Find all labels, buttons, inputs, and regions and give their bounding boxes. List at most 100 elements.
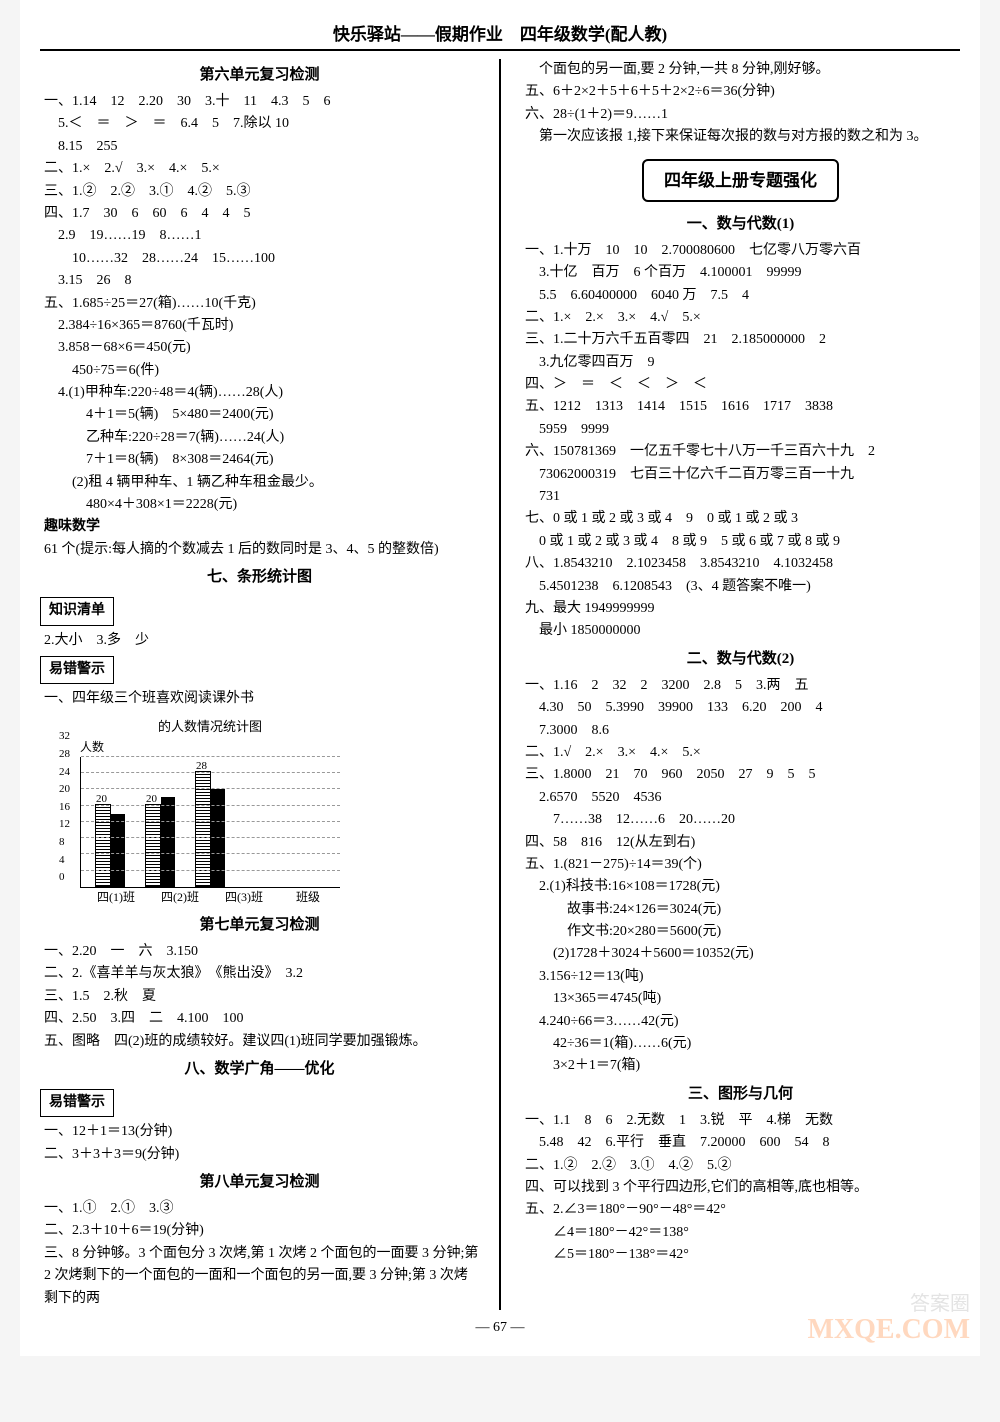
text-line: 六、150781369 一亿五千零七十八万一千三百六十九 2 — [521, 441, 960, 463]
text-line: 5.4501238 6.1208543 (3、4 题答案不唯一) — [521, 576, 960, 598]
xlabel: 四(3)班 — [212, 888, 276, 907]
text-line: 一、1.1 8 6 2.无数 1 3.锐 平 4.梯 无数 — [521, 1110, 960, 1132]
text-line: 乙种车:220÷28＝7(辆)……24(人) — [40, 427, 479, 449]
text-line: (2)租 4 辆甲种车、1 辆乙种车租金最少。 — [40, 472, 479, 494]
chart-ylabel: 人数 — [80, 738, 340, 757]
ytick: 28 — [59, 746, 70, 764]
bar-group-1: 20 — [95, 804, 125, 887]
left-column: 第六单元复习检测 一、1.14 12 2.20 30 3.十 11 4.3 5 … — [40, 59, 479, 1310]
text-line: 8.15 255 — [40, 136, 479, 158]
ytick: 24 — [59, 764, 70, 782]
text-line: ∠5＝180°－138°＝42° — [521, 1244, 960, 1266]
text-line: 五、2.∠3＝180°－90°－48°＝42° — [521, 1199, 960, 1221]
text-line: 480×4＋308×1＝2228(元) — [40, 494, 479, 516]
ytick: 0 — [59, 869, 70, 887]
text-line: 3×2＋1＝7(箱) — [521, 1055, 960, 1077]
knowledge-body: 2.大小 3.多 少 — [40, 630, 479, 652]
page: 快乐驿站——假期作业 四年级数学(配人教) 第六单元复习检测 一、1.14 12… — [20, 0, 980, 1356]
text-line: 二、1.× 2.× 3.× 4.√ 5.× — [521, 307, 960, 329]
text-line: 四、58 816 12(从左到右) — [521, 832, 960, 854]
text-line: 3.15 26 8 — [40, 270, 479, 292]
text-line: 八、1.8543210 2.1023458 3.8543210 4.103245… — [521, 553, 960, 575]
column-divider — [499, 59, 501, 1310]
xlabel: 四(2)班 — [148, 888, 212, 907]
text-line: 四、2.50 3.四 二 4.100 100 — [40, 1008, 479, 1030]
warn-line: 一、四年级三个班喜欢阅读课外书 — [40, 688, 479, 710]
ytick: 8 — [59, 834, 70, 852]
text-line: 2.9 19……19 8……1 — [40, 225, 479, 247]
text-line: 42÷36＝1(箱)……6(元) — [521, 1033, 960, 1055]
text-line: 7……38 12……6 20……20 — [521, 809, 960, 831]
text-line: 3.九亿零四百万 9 — [521, 352, 960, 374]
text-line: 5959 9999 — [521, 419, 960, 441]
text-line: 4.240÷66＝3……42(元) — [521, 1011, 960, 1033]
text-line: 7＋1＝8(辆) 8×308＝2464(元) — [40, 449, 479, 471]
text-line: 2.6570 5520 4536 — [521, 787, 960, 809]
page-header: 快乐驿站——假期作业 四年级数学(配人教) — [40, 20, 960, 51]
section3-title: 三、图形与几何 — [521, 1082, 960, 1106]
bar-b — [161, 797, 175, 886]
bar-group-2: 20 — [145, 797, 175, 886]
text-line: 最小 1850000000 — [521, 620, 960, 642]
text-line: 7.3000 8.6 — [521, 720, 960, 742]
text-line: 10……32 28……24 15……100 — [40, 248, 479, 270]
text-line: 73062000319 七百三十亿六千二百万零三百一十九 — [521, 464, 960, 486]
text-line: 三、8 分钟够。3 个面包分 3 次烤,第 1 次烤 2 个面包的一面要 3 分… — [40, 1243, 479, 1310]
bar-chart: 的人数情况统计图 人数 0 4 8 12 16 20 24 28 32 — [80, 717, 340, 907]
text-line: 五、1.685÷25＝27(箱)……10(千克) — [40, 293, 479, 315]
text-line: 第一次应该报 1,接下来保证每次报的数与对方报的数之和为 3。 — [521, 126, 960, 148]
two-columns: 第六单元复习检测 一、1.14 12 2.20 30 3.十 11 4.3 5 … — [40, 59, 960, 1310]
text-line: 二、1.√ 2.× 3.× 4.× 5.× — [521, 742, 960, 764]
text-line: 一、2.20 一 六 3.150 — [40, 941, 479, 963]
xlabel: 四(1)班 — [84, 888, 148, 907]
topic-box: 四年级上册专题强化 — [642, 159, 839, 202]
section1-title: 一、数与代数(1) — [521, 212, 960, 236]
unit6-body: 一、1.14 12 2.20 30 3.十 11 4.3 5 6 5.＜ ＝ ＞… — [40, 91, 479, 516]
unit7-title: 七、条形统计图 — [40, 565, 479, 589]
text-line: 三、1.5 2.秋 夏 — [40, 986, 479, 1008]
text-line: 一、1.14 12 2.20 30 3.十 11 4.3 5 6 — [40, 91, 479, 113]
text-line: 三、1.8000 21 70 960 2050 27 9 5 5 — [521, 764, 960, 786]
chart-area: 0 4 8 12 16 20 24 28 32 20 — [80, 757, 340, 888]
text-line: 731 — [521, 486, 960, 508]
text-line: 4.30 50 5.3990 39900 133 6.20 200 4 — [521, 697, 960, 719]
text-line: 三、1.二十万六千五百零四 21 2.185000000 2 — [521, 329, 960, 351]
text-line: 二、3＋3＋3＝9(分钟) — [40, 1144, 479, 1166]
text-line: 五、1212 1313 1414 1515 1616 1717 3838 — [521, 396, 960, 418]
text-line: 13×365＝4745(吨) — [521, 988, 960, 1010]
text-line: 2.(1)科技书:16×108＝1728(元) — [521, 876, 960, 898]
text-line: 五、6＋2×2＋5＋6＋5＋2×2÷6＝36(分钟) — [521, 81, 960, 103]
text-line: 九、最大 1949999999 — [521, 598, 960, 620]
text-line: 3.十亿 百万 6 个百万 4.100001 99999 — [521, 262, 960, 284]
text-line: 5.5 6.60400000 6040 万 7.5 4 — [521, 285, 960, 307]
page-number: — 67 — — [40, 1320, 960, 1336]
text-line: 二、1.② 2.② 3.① 4.② 5.② — [521, 1155, 960, 1177]
text-line: 4＋1＝5(辆) 5×480＝2400(元) — [40, 404, 479, 426]
text-line: 故事书:24×126＝3024(元) — [521, 899, 960, 921]
ytick: 4 — [59, 852, 70, 870]
text-line: 一、12＋1＝13(分钟) — [40, 1121, 479, 1143]
text-line: 一、1.① 2.① 3.③ — [40, 1198, 479, 1220]
ytick: 16 — [59, 799, 70, 817]
text-line: 2.384÷16×365＝8760(千瓦时) — [40, 315, 479, 337]
text-line: 五、图略 四(2)班的成绩较好。建议四(1)班同学要加强锻炼。 — [40, 1031, 479, 1053]
text-line: 二、2.3＋10＋6＝19(分钟) — [40, 1220, 479, 1242]
text-line: 作文书:20×280＝5600(元) — [521, 921, 960, 943]
knowledge-box: 知识清单 — [40, 597, 114, 625]
text-line: 四、1.7 30 6 60 6 4 4 5 — [40, 203, 479, 225]
right-column: 个面包的另一面,要 2 分钟,一共 8 分钟,刚好够。 五、6＋2×2＋5＋6＋… — [521, 59, 960, 1310]
text-line: 二、1.× 2.√ 3.× 4.× 5.× — [40, 158, 479, 180]
text-line: 四、可以找到 3 个平行四边形,它们的高相等,底也相等。 — [521, 1177, 960, 1199]
text-line: 三、1.② 2.② 3.① 4.② 5.③ — [40, 181, 479, 203]
xlabel-end: 班级 — [276, 888, 340, 907]
text-line: 六、28÷(1＋2)＝9……1 — [521, 104, 960, 126]
fun-math-body: 61 个(提示:每人摘的个数减去 1 后的数同时是 3、4、5 的整数倍) — [40, 539, 479, 561]
y-ticks: 0 4 8 12 16 20 24 28 32 — [59, 757, 70, 887]
bar-b — [111, 814, 125, 887]
bar-a: 20 — [145, 804, 161, 887]
text-line: (2)1728＋3024＋5600＝10352(元) — [521, 943, 960, 965]
text-line: 个面包的另一面,要 2 分钟,一共 8 分钟,刚好够。 — [521, 59, 960, 81]
text-line: 七、0 或 1 或 2 或 3 或 4 9 0 或 1 或 2 或 3 — [521, 508, 960, 530]
text-line: 0 或 1 或 2 或 3 或 4 8 或 9 5 或 6 或 7 或 8 或 … — [521, 531, 960, 553]
text-line: 四、＞ ＝ ＜ ＜ ＞ ＜ — [521, 374, 960, 396]
